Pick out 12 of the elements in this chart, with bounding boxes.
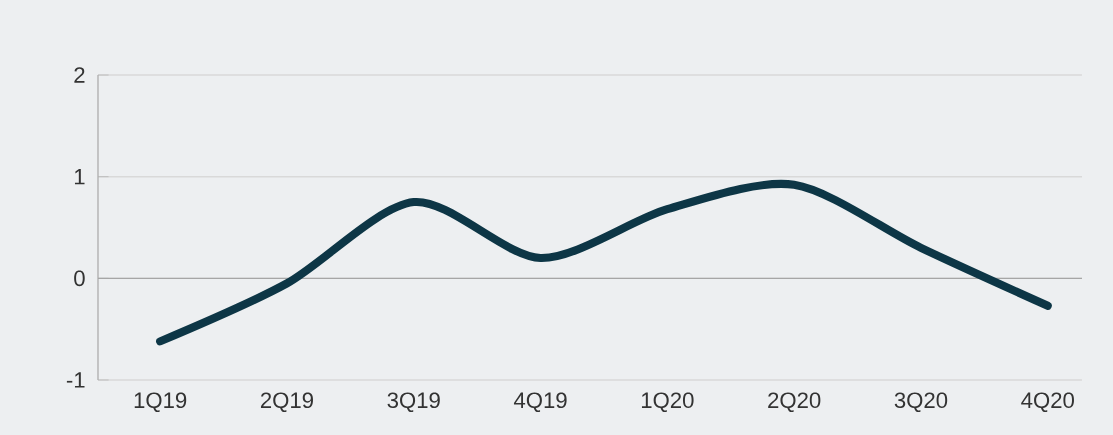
x-tick-label: 1Q19 [134, 392, 187, 413]
x-tick-label: 4Q19 [513, 392, 567, 413]
y-tick-label: 0 [74, 270, 85, 287]
x-tick-label: 3Q20 [894, 392, 948, 413]
x-tick-label: 3Q19 [387, 392, 440, 413]
y-tick-label: 2 [74, 67, 85, 83]
x-tick-label: 4Q20 [1021, 392, 1074, 413]
x-tick-label: 2Q19 [260, 392, 313, 413]
y-tick-label: -1 [66, 372, 85, 388]
y-tick-label: 1 [74, 169, 85, 185]
x-tick-label: 1Q20 [641, 392, 694, 413]
x-tick-label: 2Q20 [768, 392, 821, 413]
